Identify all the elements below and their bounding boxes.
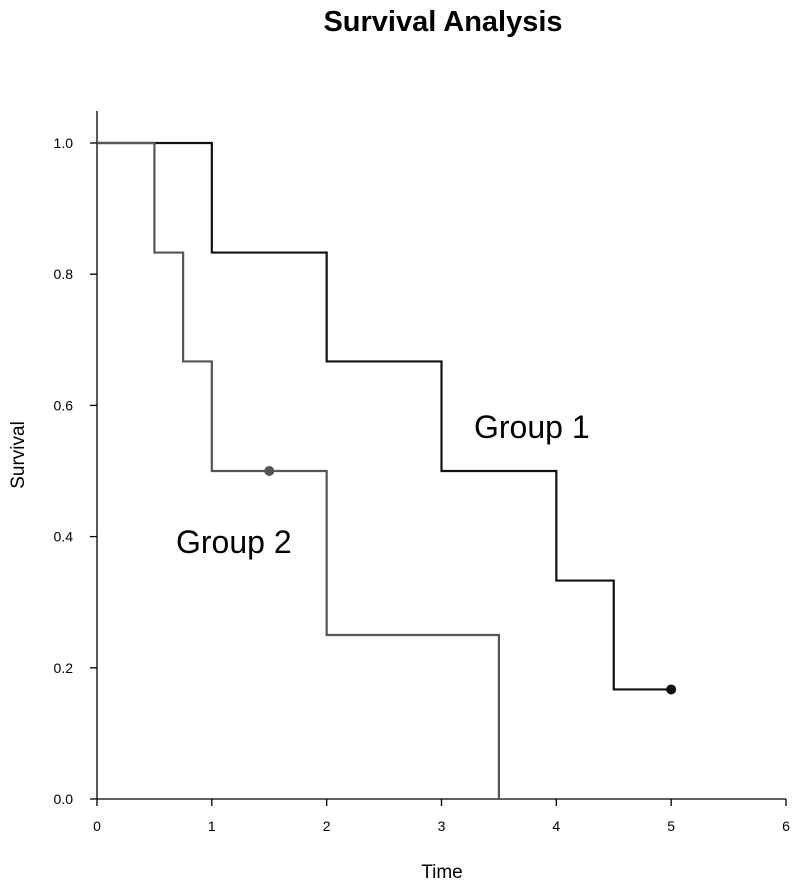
x-axis-ticks: 0 1 2 3 4 5 6 (93, 799, 790, 834)
group-1-survival-curve (97, 141, 672, 691)
x-tick-label: 0 (93, 818, 101, 834)
x-tick-label: 5 (667, 818, 675, 834)
censor-marks (264, 466, 677, 695)
y-axis-label: Survival (8, 421, 29, 489)
y-tick-label: 0.8 (54, 266, 74, 282)
group-1-label: Group 1 (474, 409, 590, 445)
y-tick-label: 0.0 (54, 791, 74, 807)
x-tick-label: 2 (323, 818, 331, 834)
group-2-survival-curve (97, 141, 501, 799)
y-tick-label: 0.6 (54, 397, 74, 413)
group-2-censor-point (264, 466, 275, 476)
x-tick-label: 3 (438, 818, 446, 834)
y-tick-label: 0.2 (54, 660, 74, 676)
x-tick-label: 1 (208, 818, 216, 834)
y-tick-label: 1.0 (54, 135, 74, 151)
x-axis-label: Time (421, 862, 463, 883)
x-tick-label: 4 (552, 818, 560, 834)
group-2-label: Group 2 (176, 524, 292, 560)
y-axis-ticks: 0.0 0.2 0.4 0.6 0.8 1.0 (54, 135, 97, 807)
chart-title: Survival Analysis (323, 6, 562, 38)
survival-curves (97, 141, 672, 799)
y-tick-label: 0.4 (54, 529, 74, 545)
x-tick-label: 6 (782, 818, 790, 834)
group-1-censor-point (666, 684, 677, 695)
